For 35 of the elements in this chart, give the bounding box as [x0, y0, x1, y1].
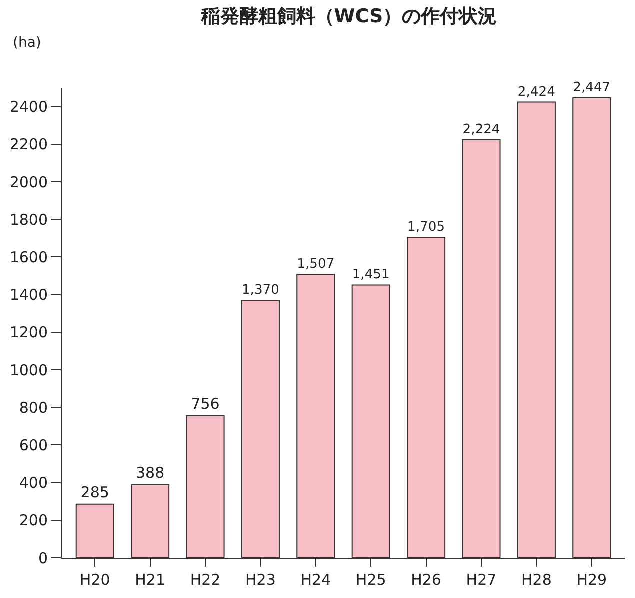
- y-tick-label: 400: [19, 474, 48, 492]
- y-tick-label: 600: [19, 436, 48, 454]
- y-tick-label: 1800: [10, 210, 48, 229]
- y-tick-label: 2200: [10, 136, 48, 154]
- y-tick-label: 1400: [10, 286, 48, 304]
- x-tick-label: H24: [300, 571, 332, 589]
- x-tick-label: H22: [190, 571, 221, 589]
- data-label: 1,705: [408, 220, 446, 235]
- x-tick-label: H20: [80, 571, 110, 589]
- y-tick-label: 0: [38, 549, 48, 568]
- chart-title: 稲発酵粗飼料（WCS）の作付状況: [200, 5, 498, 28]
- y-tick-label: 2400: [10, 98, 48, 116]
- data-label: 2,447: [573, 80, 611, 96]
- x-tick-label: H23: [246, 571, 276, 589]
- y-tick-label: 200: [19, 512, 48, 530]
- x-tick-label: H26: [411, 571, 442, 589]
- y-tick-label: 1200: [10, 324, 48, 342]
- x-tick-label: H27: [466, 571, 497, 589]
- data-label: 285: [80, 483, 110, 502]
- x-tick-label: H28: [522, 571, 552, 589]
- data-label: 1,451: [352, 268, 390, 283]
- data-label: 1,507: [297, 257, 335, 272]
- x-tick-label: H29: [576, 571, 608, 589]
- data-label: 1,370: [242, 282, 280, 298]
- data-label: 2,224: [462, 122, 500, 138]
- x-tick-label: H25: [356, 571, 386, 589]
- y-tick-label: 1000: [10, 361, 48, 380]
- y-tick-label: 2000: [10, 173, 48, 192]
- y-axis-title: (ha): [13, 35, 42, 51]
- data-label: 756: [191, 394, 220, 413]
- y-tick-label: 800: [19, 398, 48, 417]
- data-label: 388: [136, 464, 165, 482]
- y-tick-label: 1600: [10, 248, 48, 266]
- data-label: 2,424: [518, 84, 556, 100]
- x-tick-label: H21: [135, 571, 166, 589]
